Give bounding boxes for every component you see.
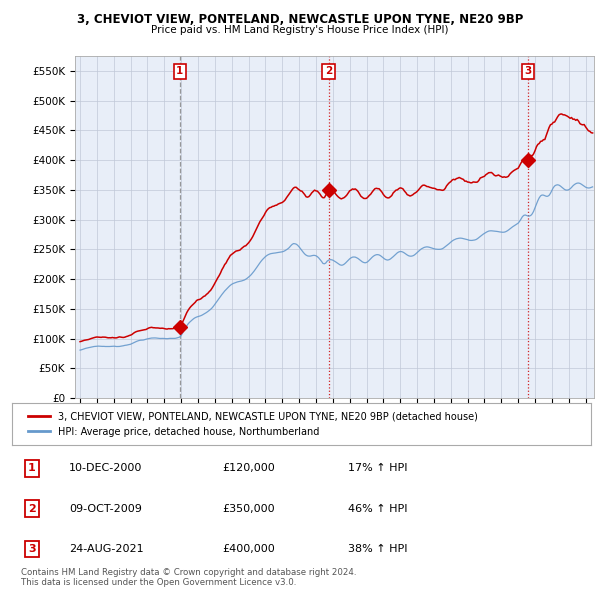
Text: 3: 3	[524, 66, 532, 76]
Text: £350,000: £350,000	[222, 504, 275, 513]
Text: 1: 1	[28, 464, 35, 473]
Text: 1: 1	[176, 66, 184, 76]
Legend: 3, CHEVIOT VIEW, PONTELAND, NEWCASTLE UPON TYNE, NE20 9BP (detached house), HPI:: 3, CHEVIOT VIEW, PONTELAND, NEWCASTLE UP…	[23, 406, 484, 442]
Text: Contains HM Land Registry data © Crown copyright and database right 2024.
This d: Contains HM Land Registry data © Crown c…	[21, 568, 356, 587]
Text: 38% ↑ HPI: 38% ↑ HPI	[348, 544, 407, 553]
Text: 17% ↑ HPI: 17% ↑ HPI	[348, 464, 407, 473]
Text: 2: 2	[325, 66, 332, 76]
Text: 10-DEC-2000: 10-DEC-2000	[69, 464, 142, 473]
Text: 24-AUG-2021: 24-AUG-2021	[69, 544, 143, 553]
Text: 46% ↑ HPI: 46% ↑ HPI	[348, 504, 407, 513]
Text: 3, CHEVIOT VIEW, PONTELAND, NEWCASTLE UPON TYNE, NE20 9BP: 3, CHEVIOT VIEW, PONTELAND, NEWCASTLE UP…	[77, 13, 523, 26]
Text: £120,000: £120,000	[222, 464, 275, 473]
Text: 09-OCT-2009: 09-OCT-2009	[69, 504, 142, 513]
Text: Price paid vs. HM Land Registry's House Price Index (HPI): Price paid vs. HM Land Registry's House …	[151, 25, 449, 35]
Text: £400,000: £400,000	[222, 544, 275, 553]
Text: 3: 3	[28, 544, 35, 553]
Text: 2: 2	[28, 504, 35, 513]
